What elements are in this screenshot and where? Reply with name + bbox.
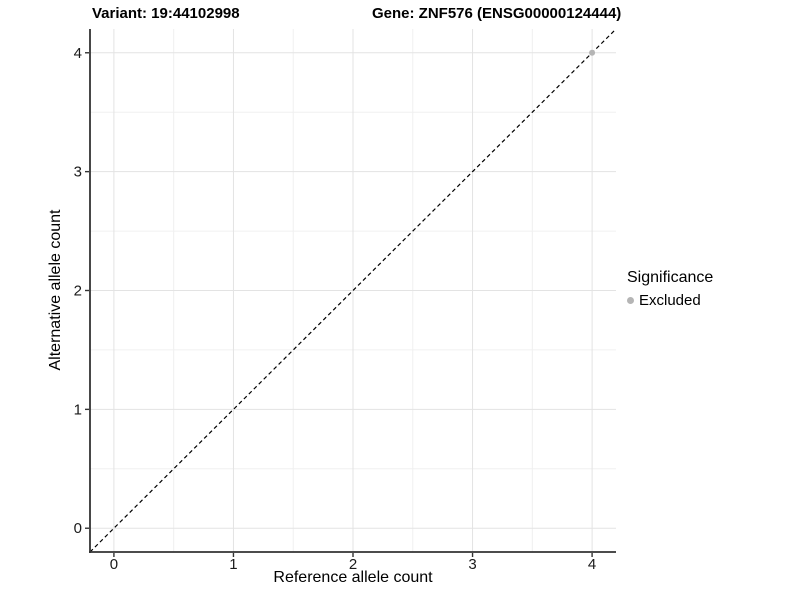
- x-tick-label: 1: [229, 556, 237, 573]
- legend-item-excluded: Excluded: [627, 291, 713, 310]
- y-tick-label: 1: [74, 401, 82, 418]
- plot-title-variant: Variant: 19:44102998: [92, 5, 240, 22]
- legend-title: Significance: [627, 269, 714, 286]
- plot-title-gene: Gene: ZNF576 (ENSG00000124444): [372, 5, 622, 22]
- legend-item-label: Excluded: [639, 292, 701, 309]
- y-axis-title: Alternative allele count: [47, 209, 64, 371]
- x-axis-title: Reference allele count: [273, 569, 433, 586]
- y-tick-label: 3: [74, 164, 82, 181]
- x-tick-label: 0: [110, 556, 118, 573]
- x-tick-label: 4: [588, 556, 596, 573]
- y-tick-label: 0: [74, 520, 82, 537]
- x-tick-label: 2: [349, 556, 357, 573]
- y-tick-label: 4: [74, 45, 82, 62]
- y-tick-label: 2: [74, 283, 82, 300]
- legend-point-icon: [627, 297, 634, 304]
- legend: Significance Excluded: [627, 268, 713, 310]
- identity-line: [89, 28, 617, 553]
- data-point: [589, 49, 596, 56]
- x-tick-label: 3: [468, 556, 476, 573]
